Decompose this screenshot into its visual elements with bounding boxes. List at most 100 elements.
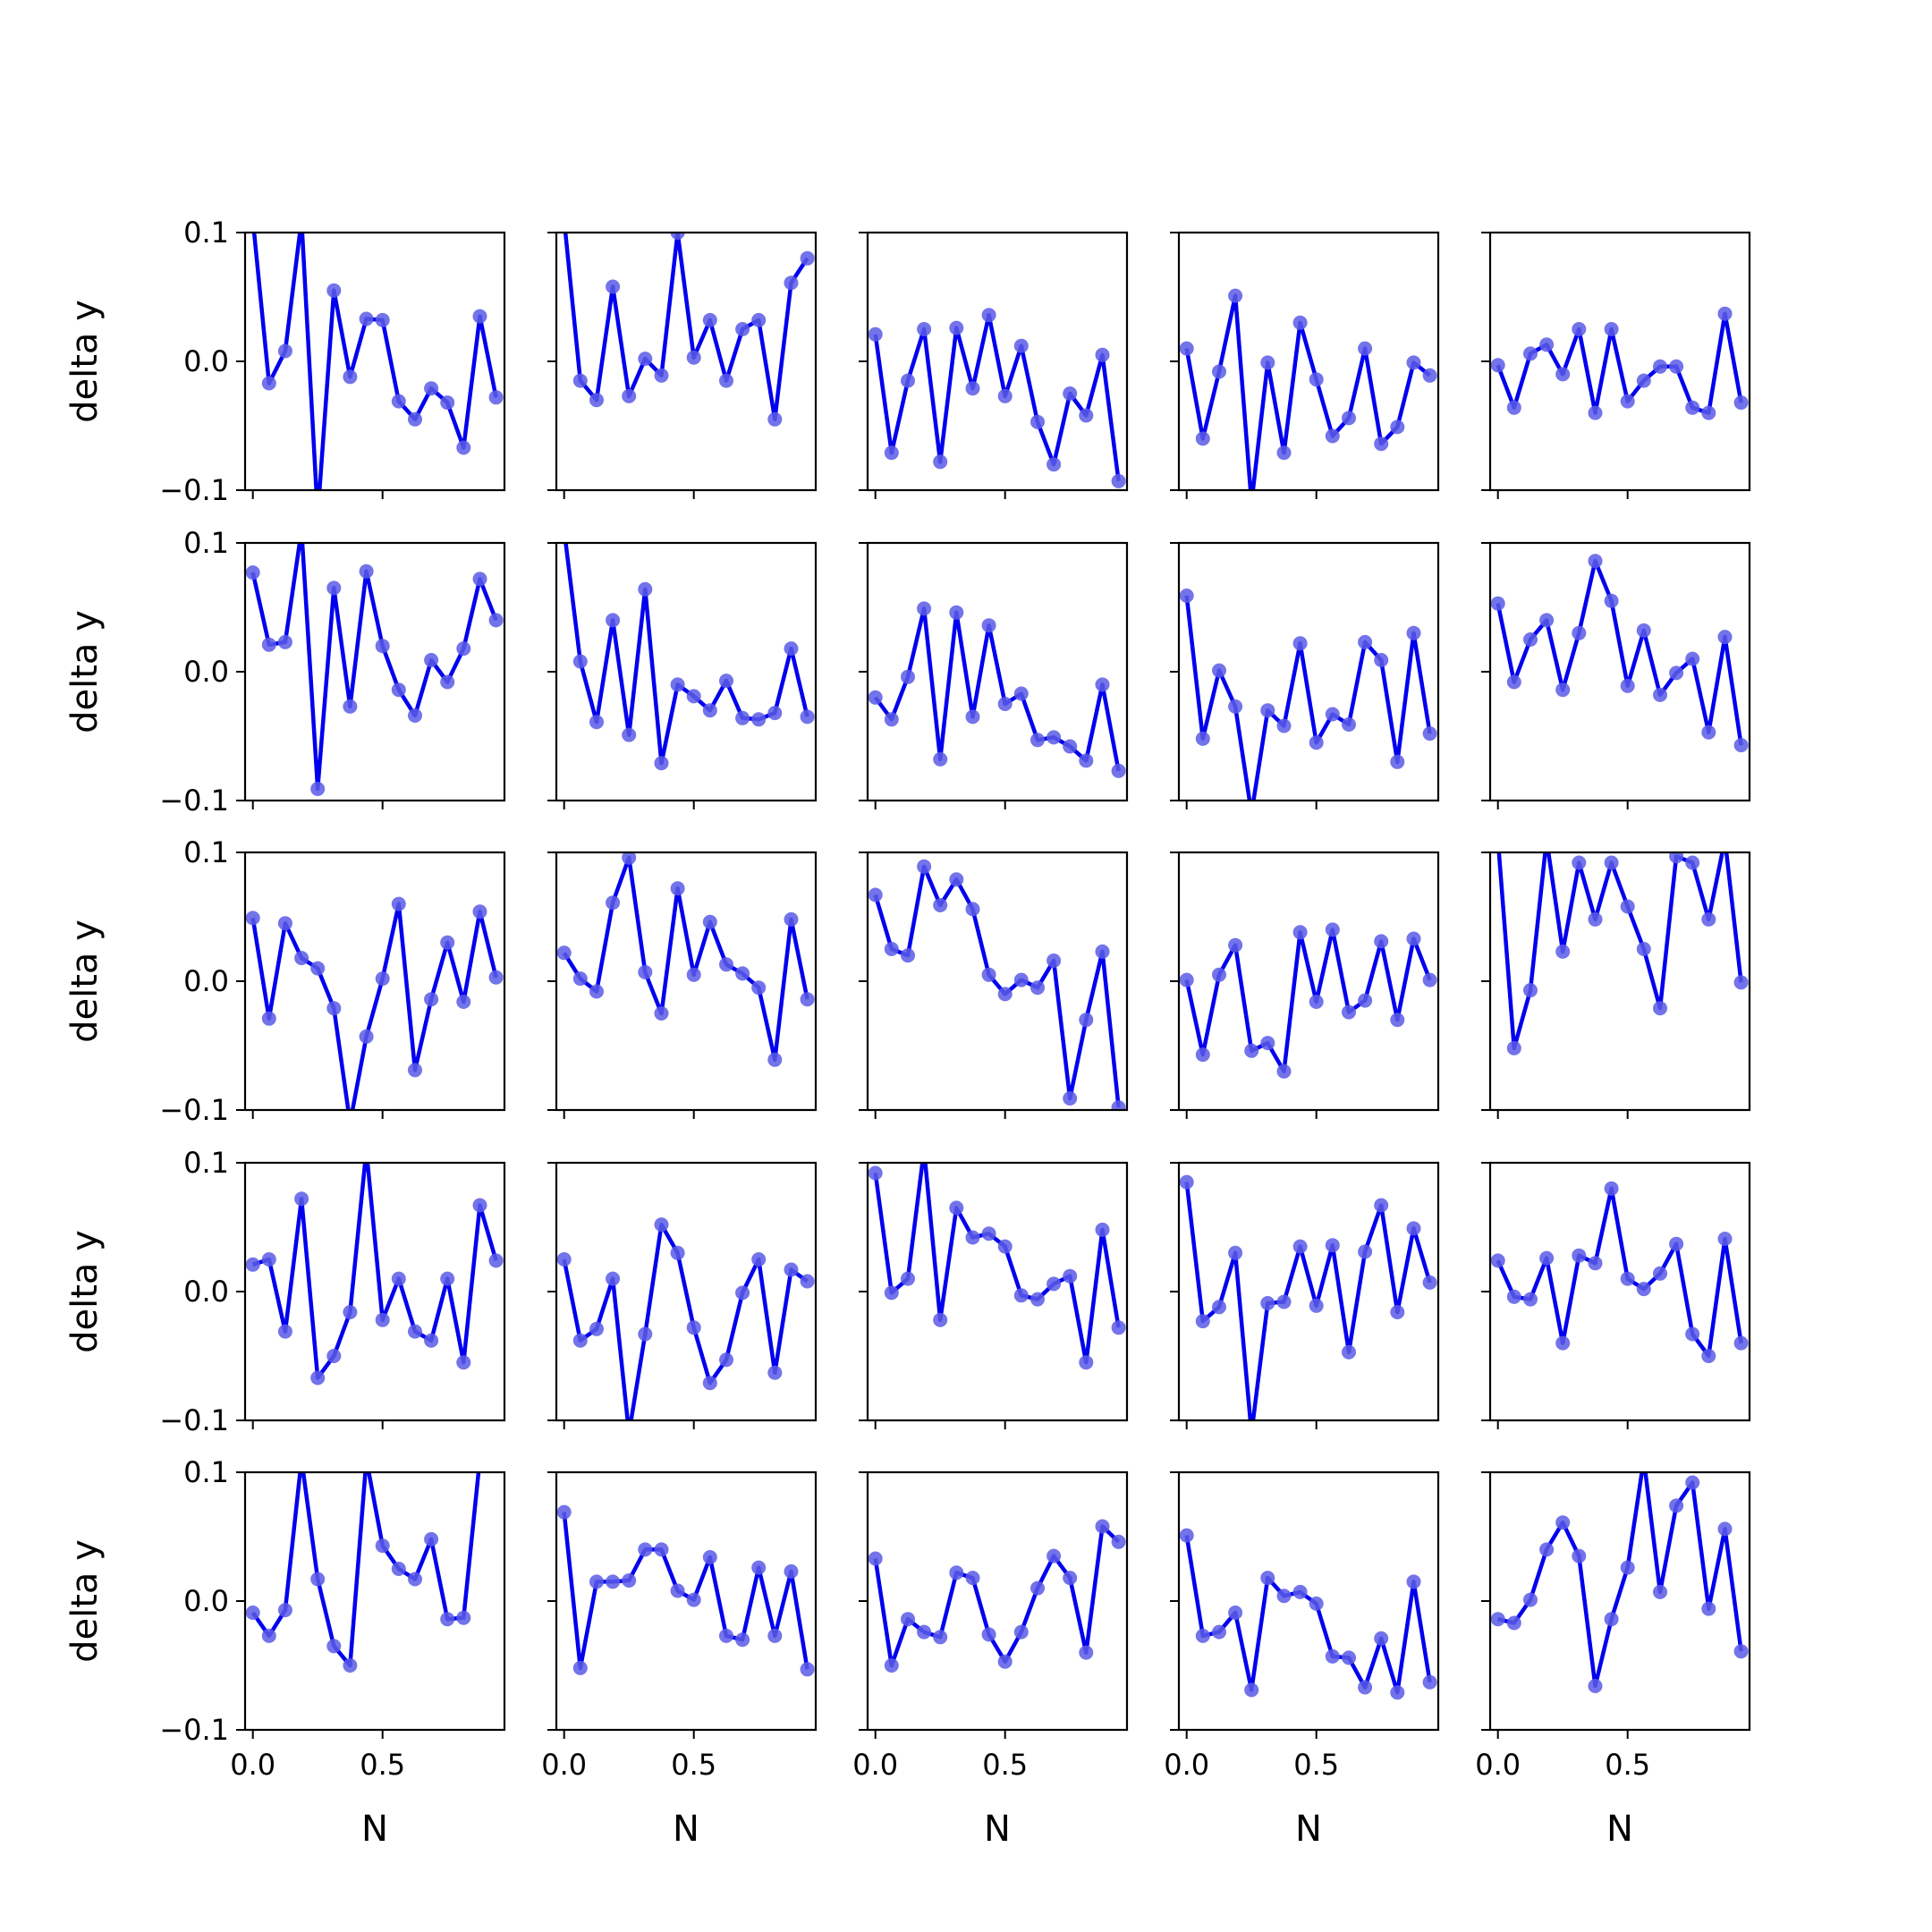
data-point: [917, 1624, 932, 1640]
plot-area: [245, 1472, 481, 1673]
data-point: [375, 1538, 390, 1554]
data-point: [1292, 1239, 1308, 1254]
x-tick-label: 0.5: [982, 1748, 1028, 1782]
data-point: [456, 641, 471, 657]
data-point: [1685, 855, 1700, 870]
data-point: [767, 411, 783, 427]
data-point: [767, 1365, 783, 1380]
data-point: [767, 1052, 783, 1067]
data-point: [1539, 337, 1555, 352]
data-point: [589, 1574, 604, 1589]
data-point: [1506, 674, 1521, 690]
data-point: [1717, 630, 1733, 645]
data-point: [1523, 1592, 1538, 1607]
data-point: [424, 1333, 439, 1348]
subplot-3-1: [547, 1161, 818, 1429]
data-point: [343, 1305, 358, 1319]
data-point: [1620, 1271, 1635, 1286]
data-point: [1046, 730, 1062, 745]
data-point: [1374, 653, 1389, 667]
data-point: [751, 712, 767, 727]
data-point: [1669, 359, 1684, 374]
data-point: [343, 699, 358, 714]
data-point: [949, 1200, 964, 1216]
data-point: [884, 1285, 899, 1301]
plot-area: [251, 233, 504, 490]
data-point: [261, 1628, 276, 1643]
data-point: [375, 971, 390, 987]
data-point: [1292, 636, 1308, 651]
data-point: [670, 1245, 685, 1260]
data-point: [1555, 367, 1571, 382]
data-point: [751, 312, 767, 327]
data-point: [1342, 1344, 1356, 1360]
data-point: [1374, 1631, 1389, 1646]
series-line: [562, 855, 809, 1063]
data-point: [440, 1271, 455, 1286]
data-point: [1374, 436, 1389, 452]
data-point: [933, 751, 948, 767]
data-point: [1111, 763, 1126, 778]
series-line: [873, 312, 1121, 482]
data-point: [1539, 1542, 1555, 1557]
plot-area: [868, 1163, 1126, 1370]
data-point: [1490, 596, 1505, 611]
data-point: [1390, 754, 1405, 769]
data-point: [901, 1271, 915, 1286]
data-point: [1572, 855, 1587, 870]
data-point: [800, 250, 815, 266]
data-point: [1604, 855, 1619, 870]
data-point: [638, 964, 653, 979]
data-point: [1717, 1521, 1733, 1537]
data-point: [326, 580, 342, 596]
data-point: [1079, 1013, 1094, 1028]
data-point: [1555, 1515, 1571, 1530]
data-point: [1701, 1601, 1716, 1616]
data-point: [1588, 405, 1603, 420]
data-point: [1701, 911, 1716, 927]
data-point: [965, 381, 980, 396]
data-point: [1276, 1589, 1292, 1604]
data-point: [686, 967, 701, 982]
data-point: [981, 618, 996, 633]
data-point: [1506, 1615, 1521, 1631]
data-point: [456, 1610, 471, 1625]
data-point: [1276, 1294, 1292, 1309]
data-point: [589, 393, 604, 408]
data-point: [310, 1370, 326, 1385]
data-point: [965, 1571, 980, 1586]
plot-area: [1490, 306, 1749, 420]
data-point: [310, 1572, 326, 1587]
subplot-4-4: 0.0 0.5 N: [1475, 1470, 1751, 1850]
data-point: [686, 1592, 701, 1607]
data-point: [606, 279, 621, 294]
data-point: [1079, 408, 1094, 423]
data-point: [719, 1352, 733, 1368]
data-point: [702, 312, 717, 327]
data-point: [408, 411, 422, 427]
data-point: [1244, 1043, 1259, 1058]
data-point: [359, 311, 374, 326]
data-point: [343, 1658, 358, 1673]
subplot-1-3: [1170, 541, 1440, 809]
data-point: [1013, 1288, 1029, 1303]
data-point: [735, 322, 750, 336]
series-line: [873, 1163, 1121, 1365]
data-point: [1406, 355, 1421, 370]
data-point: [1358, 1244, 1373, 1259]
data-point: [800, 1274, 815, 1289]
data-point: [622, 1573, 637, 1588]
x-tick-label: 0.0: [852, 1748, 898, 1782]
data-point: [1095, 677, 1110, 692]
data-point: [1195, 1628, 1210, 1643]
data-point: [472, 1198, 487, 1213]
data-point: [1636, 373, 1651, 388]
data-point: [1636, 623, 1651, 638]
subplot-3-4: [1481, 1161, 1751, 1429]
data-point: [1733, 395, 1749, 411]
data-point: [375, 312, 390, 327]
data-point: [1095, 1519, 1110, 1534]
data-point: [735, 966, 750, 981]
plot-area: [563, 233, 815, 427]
data-point: [1636, 1282, 1651, 1297]
